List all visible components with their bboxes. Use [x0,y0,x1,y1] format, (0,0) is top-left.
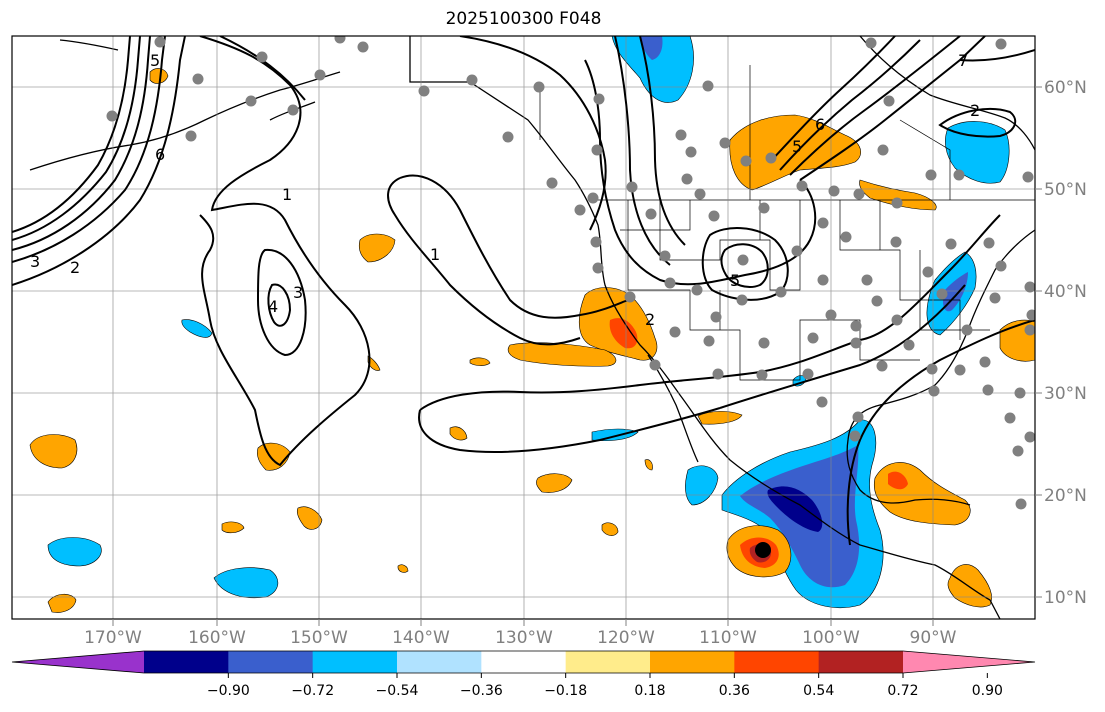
lat-label-10n: 10°N [1044,588,1087,608]
colorbar-ticks [227,673,988,678]
lon-label-170w: 170°W [84,628,142,648]
contour-label-1: 1 [282,185,292,204]
contour-label-6: 6 [815,115,825,134]
contour-label-1b: 1 [430,245,440,264]
state-borders [539,65,1035,381]
colorbar-segment [144,651,229,673]
lon-label-130w: 130°W [495,628,553,648]
contour-label-2c: 2 [970,101,980,120]
colorbar-extend-low [12,651,144,673]
lon-label-120w: 120°W [597,628,655,648]
contour-labels: 3 2 1 3 4 1 2 5 5 6 2 7 5 6 [30,51,980,329]
colorbar-segment [734,651,820,673]
colorbar-outline [11,650,1036,674]
colorbar-segment [818,651,904,673]
lat-label-30n: 30°N [1044,384,1087,404]
lat-label-20n: 20°N [1044,486,1087,506]
anomaly-shading [29,36,1035,613]
contour-label-2: 2 [70,258,80,277]
contour-label-6b: 6 [155,145,165,164]
lat-label-60n: 60°N [1044,78,1087,98]
contour-label-5: 5 [730,271,740,290]
lon-label-110w: 110°W [699,628,757,648]
colorbar-segment [481,651,567,673]
colorbar-label: −0.18 [544,683,587,699]
colorbar-labels: −0.90 −0.72 −0.54 −0.36 −0.18 0.18 0.36 … [207,683,1003,699]
lon-label-90w: 90°W [910,628,957,648]
graticule [12,36,1035,619]
lon-label-100w: 100°W [802,628,860,648]
colorbar-label: 0.72 [887,683,918,699]
latitude-labels: 60°N 50°N 40°N 30°N 20°N 10°N [1044,78,1087,608]
colorbar-segment [397,651,482,673]
colorbar: −0.90 −0.72 −0.54 −0.36 −0.18 0.18 0.36 … [11,650,1036,699]
colorbar-label: −0.36 [460,683,503,699]
contour-label-4: 4 [268,297,278,316]
longitude-labels: 170°W 160°W 150°W 140°W 130°W 120°W 110°… [84,628,957,648]
longitude-ticks [112,619,934,626]
colorbar-segments [11,650,1036,674]
colorbar-label: 0.54 [803,683,834,699]
colorbar-segment [228,651,314,673]
colorbar-label: 0.18 [634,683,665,699]
colorbar-segment [312,651,398,673]
colorbar-label: −0.90 [207,683,250,699]
colorbar-extend-high [903,651,1035,673]
lon-label-150w: 150°W [290,628,348,648]
contour-label-2b: 2 [645,310,655,329]
colorbar-segment [565,651,651,673]
lat-label-40n: 40°N [1044,282,1087,302]
colorbar-label: 0.90 [972,683,1003,699]
colorbar-label: −0.72 [291,683,334,699]
contour-lines [12,36,1035,546]
lon-label-160w: 160°W [188,628,246,648]
latitude-ticks [1035,86,1042,598]
contour-label-3b: 3 [293,283,303,302]
colorbar-label: 0.36 [719,683,750,699]
colorbar-label: −0.54 [376,683,419,699]
contour-label-3: 3 [30,252,40,271]
colorbar-segment [650,651,735,673]
map-title: 2025100300 F048 [445,9,602,29]
lat-label-50n: 50°N [1044,180,1087,200]
station-markers [106,36,1035,510]
contour-label-7: 7 [958,51,968,70]
contour-label-5c: 5 [150,51,160,70]
contour-label-5b: 5 [792,137,802,156]
lon-label-140w: 140°W [392,628,450,648]
